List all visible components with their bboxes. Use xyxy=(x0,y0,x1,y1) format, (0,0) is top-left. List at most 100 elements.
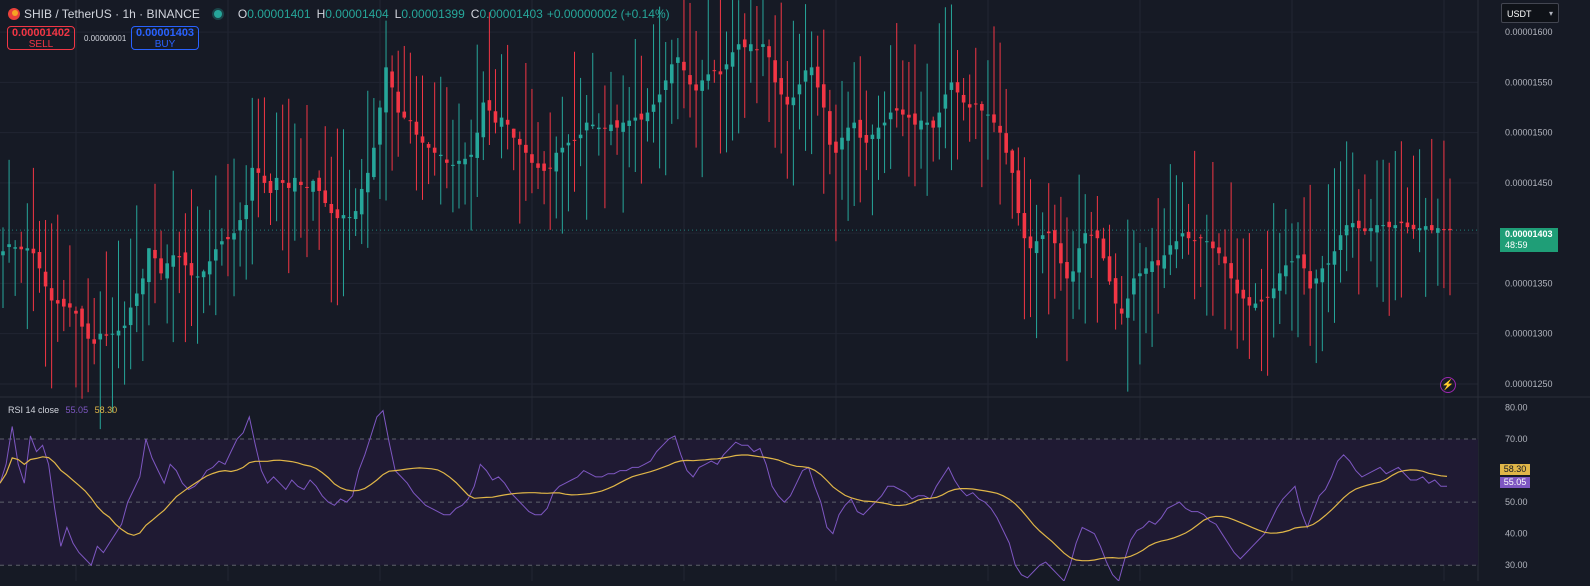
price-tick-label: 0.00001350 xyxy=(1505,278,1553,288)
rsi-ma-tag: 58.30 xyxy=(1500,464,1530,475)
candle-body xyxy=(323,190,328,204)
candle-body xyxy=(1332,251,1337,265)
candle-body xyxy=(913,113,917,125)
candle-body xyxy=(803,70,808,82)
last-price-tag: 0.00001403 48:59 xyxy=(1500,228,1558,252)
candle-body xyxy=(268,180,273,193)
buy-button[interactable]: 0.00001403 BUY xyxy=(131,26,199,50)
rsi-tick-label: 80.00 xyxy=(1505,402,1528,412)
currency-value: USDT xyxy=(1507,9,1532,19)
candle-body xyxy=(809,67,814,76)
candle-body xyxy=(1211,241,1215,249)
currency-select[interactable]: USDT ▾ xyxy=(1501,3,1559,23)
candle-body xyxy=(597,127,601,130)
open-value: 0.00001401 xyxy=(247,7,311,21)
candle-body xyxy=(1314,278,1319,284)
candle-body xyxy=(1271,288,1276,299)
candle-body xyxy=(189,263,194,276)
candle-body xyxy=(736,44,741,50)
chevron-down-icon: ▾ xyxy=(1548,9,1553,18)
candle-body xyxy=(1095,230,1100,239)
candle-body xyxy=(1071,271,1075,282)
candle-body xyxy=(481,102,486,138)
candle-body xyxy=(986,114,990,116)
candle-body xyxy=(1217,247,1221,254)
candle-body xyxy=(341,215,346,219)
candle-body xyxy=(1417,228,1422,231)
candle-body xyxy=(1423,226,1428,230)
price-tick-label: 0.00001500 xyxy=(1505,128,1553,138)
candle-body xyxy=(280,180,285,183)
candle-body xyxy=(104,334,109,336)
symbol-title[interactable]: SHIB / TetherUS · 1h · BINANCE xyxy=(24,7,200,21)
candle-body xyxy=(1296,255,1300,259)
candle-body xyxy=(907,114,911,118)
candle-body xyxy=(1034,241,1039,254)
candle-body xyxy=(37,252,42,269)
candle-body xyxy=(901,109,905,115)
candle-body xyxy=(554,152,559,172)
candle-body xyxy=(882,122,887,126)
candle-body xyxy=(864,134,869,143)
candle-body xyxy=(834,141,838,153)
price-tick-label: 0.00001450 xyxy=(1505,178,1553,188)
candle-body xyxy=(1229,263,1233,279)
candle-body xyxy=(201,271,206,278)
candle-body xyxy=(274,177,279,190)
candle-body xyxy=(797,84,802,95)
candle-body xyxy=(578,134,583,139)
candle-body xyxy=(305,186,309,188)
buy-price: 0.00001403 xyxy=(135,27,195,39)
candle-body xyxy=(1205,241,1209,243)
candle-body xyxy=(718,71,723,75)
candle-body xyxy=(408,120,413,122)
candle-body xyxy=(615,120,619,128)
candle-body xyxy=(1436,228,1440,233)
price-tick-label: 0.00001250 xyxy=(1505,379,1553,389)
open-label: O xyxy=(237,7,248,21)
candle-body xyxy=(1144,268,1148,274)
rsi-title: RSI 14 close xyxy=(8,405,60,415)
candle-body xyxy=(74,310,78,314)
candle-body xyxy=(1393,225,1398,229)
candle-body xyxy=(31,248,36,254)
candle-body xyxy=(1363,228,1367,232)
candle-body xyxy=(694,84,698,91)
candle-body xyxy=(980,104,984,111)
candle-body xyxy=(365,172,370,193)
lightning-alert-icon[interactable]: ⚡ xyxy=(1440,377,1456,393)
candle-body xyxy=(761,44,765,47)
candle-body xyxy=(262,175,267,183)
candle-body xyxy=(390,71,394,88)
candle-body xyxy=(1265,296,1270,298)
candle-body xyxy=(1101,238,1106,259)
candle-body xyxy=(384,67,388,113)
candle-body xyxy=(1138,273,1142,277)
sell-button[interactable]: 0.00001402 SELL xyxy=(7,26,75,50)
candle-body xyxy=(432,147,437,153)
candle-body xyxy=(730,52,735,67)
candle-body xyxy=(86,323,90,339)
candle-body xyxy=(445,159,449,163)
price-tick-label: 0.00001600 xyxy=(1505,27,1553,37)
candle-body xyxy=(1022,213,1027,239)
candle-body xyxy=(1040,235,1045,239)
candle-body xyxy=(244,205,248,220)
candle-body xyxy=(1387,221,1392,228)
candle-body xyxy=(311,180,315,192)
candle-body xyxy=(226,236,230,240)
candle-body xyxy=(335,209,340,219)
rsi-legend[interactable]: RSI 14 close 55.05 58.30 xyxy=(8,405,117,415)
candle-body xyxy=(937,112,942,128)
candle-body xyxy=(61,298,66,307)
candle-body xyxy=(55,300,60,304)
close-value: 0.00001403 xyxy=(479,7,543,21)
candle-body xyxy=(1399,221,1404,224)
candle-body xyxy=(536,163,540,168)
candle-body xyxy=(676,57,680,63)
candle-body xyxy=(931,120,936,128)
candle-body xyxy=(524,144,528,153)
candle-body xyxy=(238,220,242,231)
